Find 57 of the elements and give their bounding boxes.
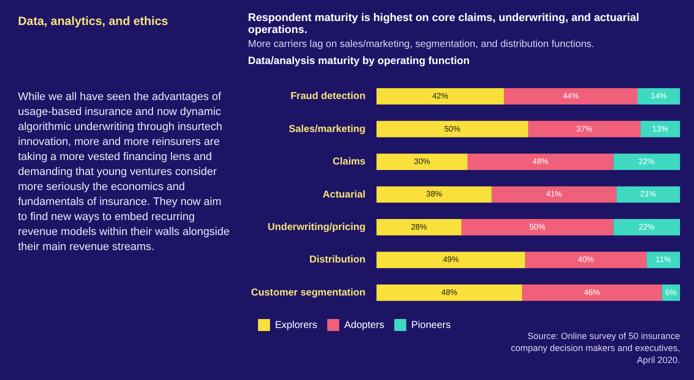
y-tick-label: Sales/marketing bbox=[288, 124, 366, 135]
bar bbox=[376, 186, 492, 203]
data-label: 30% bbox=[414, 156, 430, 166]
y-tick-label: Distribution bbox=[309, 254, 366, 266]
legend-label: Adopters bbox=[344, 320, 384, 331]
bar bbox=[461, 219, 614, 236]
legend-label: Pioneers bbox=[411, 320, 451, 331]
data-label: 42% bbox=[432, 92, 448, 101]
bar bbox=[376, 219, 462, 236]
data-label: 37% bbox=[576, 124, 592, 134]
bar bbox=[613, 154, 680, 170]
bar bbox=[468, 154, 614, 170]
data-label: 41% bbox=[546, 190, 562, 199]
chart-title: Respondent maturity is highest on core claims, underwriting, and actuarial operations. bbox=[248, 12, 640, 36]
data-label: 50% bbox=[529, 222, 546, 232]
data-label: 38% bbox=[426, 190, 442, 199]
data-label: 21% bbox=[640, 190, 656, 199]
y-tick-label: Customer segmentation bbox=[250, 287, 366, 298]
bar bbox=[646, 252, 680, 268]
legend-label: Explorers bbox=[275, 320, 318, 331]
chart-subtitle: More carriers lag on sales/marketing, segmentation, and distribution functions. bbox=[248, 39, 596, 50]
text: Data/analysis maturity by operating function bbox=[248, 55, 471, 67]
data-label: 11% bbox=[656, 255, 672, 264]
bar bbox=[525, 252, 647, 268]
source-note: Source: Online survey of 50 insurance company decision makers and executives, April 2020. bbox=[510, 330, 680, 366]
bar bbox=[376, 154, 468, 170]
data-label: 28% bbox=[410, 222, 427, 232]
bar bbox=[376, 120, 528, 138]
data-label: 48% bbox=[441, 288, 458, 297]
bar bbox=[376, 88, 504, 105]
text: Data, analytics, and ethics bbox=[18, 14, 168, 28]
data-label: 22% bbox=[638, 222, 655, 232]
bar bbox=[376, 252, 526, 268]
bar bbox=[613, 219, 680, 236]
bar bbox=[492, 186, 616, 203]
y-tick-label: Claims bbox=[332, 156, 366, 168]
y-tick-label: Actuarial bbox=[322, 189, 366, 200]
data-label: 46% bbox=[584, 288, 600, 297]
data-label: 13% bbox=[652, 124, 668, 134]
data-label: 48% bbox=[532, 156, 548, 166]
bar bbox=[522, 284, 662, 301]
data-label: 6% bbox=[665, 288, 677, 297]
y-tick-label: Underwriting/pricing bbox=[268, 222, 366, 233]
bar bbox=[528, 120, 641, 138]
bar bbox=[616, 186, 680, 203]
bar bbox=[640, 120, 680, 138]
data-label: 50% bbox=[444, 124, 460, 134]
y-tick-label: Fraud detection bbox=[290, 91, 366, 102]
data-label: 22% bbox=[638, 156, 655, 166]
bar bbox=[638, 88, 680, 105]
data-label: 49% bbox=[442, 255, 459, 264]
data-label: 40% bbox=[578, 255, 594, 264]
bar bbox=[376, 284, 522, 301]
data-label: 14% bbox=[650, 92, 667, 101]
bar bbox=[504, 88, 638, 105]
text: While we all have seen the advantages of usage-based insurance and now dynamic algorithmic underwriting through insurtech innovation, more and more reinsurers are taking a more vested financing lens and demanding that young ventures consider more seriously the economics and fundamentals of insurance. They now aim to find new ways to embed recurring revenue models within their walls alongside their main revenue streams. bbox=[18, 91, 230, 253]
data-label: 44% bbox=[562, 92, 579, 101]
